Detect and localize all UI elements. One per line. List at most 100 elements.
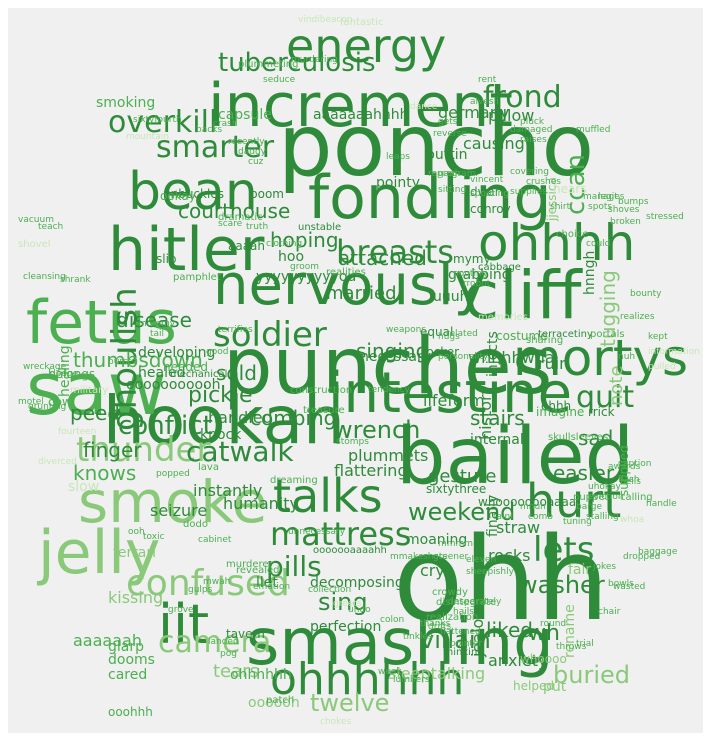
word-aaaah: aaaah [228,239,266,253]
word-slow: slow [68,479,100,495]
word-handled: handled [208,408,273,427]
word-dramatic: dramatic [218,212,263,223]
word-bowls: bowls [608,579,634,589]
word-wrench: wrench [333,416,421,444]
word-spouting: spouting [470,189,510,199]
word-straw: straw [496,518,541,537]
word-germany: germany [438,103,510,122]
word-wasted: wasted [613,582,646,592]
word-saw: saw [26,347,167,431]
word-uhokay: uhokay [588,482,621,492]
word-talks: talks [273,469,383,523]
word-greets: greets [333,599,362,609]
word-cared: cared [108,667,148,683]
word-tinkles: tinkles [403,632,433,642]
word-memories: memories [478,312,529,323]
word-sleeptalking: sleeptalking [388,664,486,683]
word-sing: sing [318,588,368,616]
word-awards: awards [608,462,641,472]
word-tuning: tuning [563,517,592,527]
word-glarp: glarp [108,639,144,655]
word-stressed: stressed [646,212,684,222]
word-punches: punches [223,322,553,412]
word-costume: costume [496,329,548,343]
word-dooms: dooms [108,652,155,668]
word-fourteen: fourteen [58,427,97,437]
word-camera: camera [158,625,272,660]
word-buried: buried [553,661,630,689]
word-hears: hears [553,182,587,196]
word-hnngh: hnngh [582,250,598,295]
word-shots: shots [423,552,448,562]
word-ooooooooooh: ooooooooooh [126,377,221,393]
word-finger: finger [83,438,142,462]
word-grunting: grunting [28,402,67,412]
word-sold: sold [216,361,257,385]
word-flash: flash [618,475,640,485]
word-diverced: diverced [38,457,77,467]
word-helped: helped [513,679,554,693]
word-cloud: poncho ohh punches bailed hookah saw smashing i… [8,8,703,733]
word-colon: colon [380,615,405,625]
word-hugs: hugs [438,332,460,342]
word-lava: lava [198,462,219,473]
word-scare: scare [218,219,243,229]
word-dodge: dodge [50,369,79,379]
word-alvesli: alvesli [470,97,499,107]
word-tuberculosis: tuberculosis [218,48,376,78]
word-peed: peed [70,401,120,425]
word-causing: causing [463,134,525,153]
word-ruin: ruin [538,354,570,373]
word-gets: gets [438,117,458,127]
word-pointy: pointy [376,175,420,191]
word-smoke: smoke [78,468,268,536]
word-sitting: sitting [438,185,467,195]
word-necessary: necessary [360,349,432,365]
word-desperately: desperately [448,597,502,607]
word-vacuum: vacuum [18,215,54,225]
word-handle: handle [646,499,677,509]
word-catwalk: catwalk [186,435,294,468]
word-shirt: shirt [550,202,571,212]
word-treasure: treasure [303,405,345,416]
word-wreckage: wreckage [23,362,67,372]
word-ooohhh: ooohhh [108,705,153,719]
word-thinking: thinking [443,647,484,658]
word-imagine: imagine [536,405,585,419]
word-note: note [606,365,627,407]
word-sixtyfourth: sixtyfourth [133,115,182,125]
word-supplies: supplies [510,187,548,197]
word-perfection: perfection [310,619,382,635]
word-gulps: gulps [188,585,213,595]
word-jokes: jokes [593,562,617,572]
word-overkill: overkill [108,105,218,140]
word-drifts: drifts [428,622,452,632]
word-sheepishly: sheepishly [466,567,514,577]
word-lifeform: lifeform [423,391,485,410]
word-barge: barge [576,502,603,512]
word-taint: taint [493,512,514,522]
word-landed: landed [208,637,239,647]
word-collection: collection [308,585,352,595]
word-hurt: hurt [526,474,622,528]
word-realizes: realizes [620,312,655,322]
word-equal: equal [420,325,454,339]
word-aaaaaah: aaaaaah [73,631,142,650]
word-thanks: thanks [420,619,451,629]
word-plummeting: plummeting [238,59,299,70]
word-thumbsdown: thumbsdown [73,348,203,372]
word-needed: needed [163,360,208,374]
word-easier: easier [553,461,615,485]
word-whoooooooaaaa: whoooooooaaaa [478,495,577,509]
word-mattress: mattress [270,515,412,553]
word-cabinet: cabinet [198,535,232,545]
word-bounty: bounty [630,289,662,299]
word-married: married [326,283,397,304]
word-tavern: tavern [226,627,265,641]
word-damaged: damaged [510,125,553,135]
word-combing: combing [250,406,337,430]
word-bursts: bursts [108,357,137,367]
word-put: put [543,679,567,695]
word-broken: broken [610,217,641,227]
word-unstable: unstable [298,222,342,233]
